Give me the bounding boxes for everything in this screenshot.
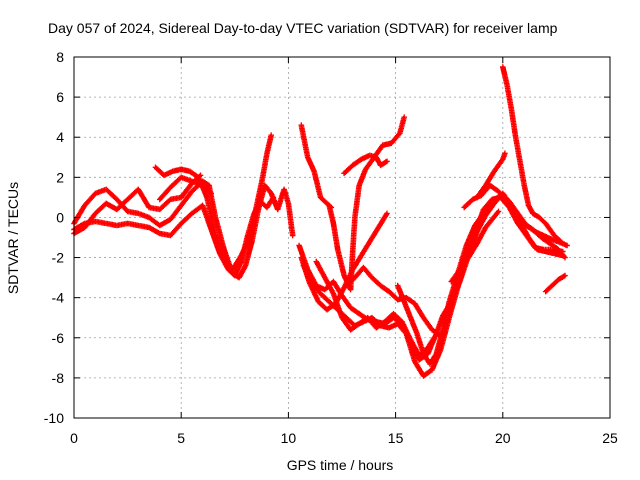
- x-tick-label: 15: [388, 430, 404, 446]
- series-track-18: [500, 64, 570, 249]
- data-marker-track: [474, 150, 508, 201]
- y-axis-label: SDTVAR / TECUs: [5, 182, 21, 294]
- x-tick-label: 5: [177, 430, 185, 446]
- series-track-5: [157, 174, 214, 203]
- series-track-16: [461, 182, 568, 261]
- series-track-11: [326, 114, 407, 293]
- y-tick-label: -2: [52, 250, 65, 266]
- y-tick-label: 4: [56, 129, 64, 145]
- series-track-6: [298, 122, 335, 211]
- series-track-12: [341, 152, 390, 177]
- y-tick-label: 0: [56, 209, 64, 225]
- x-tick-label: 20: [495, 430, 511, 446]
- y-tick-label: 8: [56, 49, 64, 65]
- data-marker-track: [341, 152, 390, 177]
- data-marker-track: [326, 114, 407, 293]
- y-tick-label: 6: [56, 89, 64, 105]
- data-marker-track: [157, 174, 214, 203]
- x-tick-label: 25: [602, 430, 618, 446]
- plot-frame: [73, 56, 611, 419]
- x-tick-label: 0: [70, 430, 78, 446]
- y-tick-label: -6: [52, 330, 65, 346]
- y-tick-label: 2: [56, 169, 64, 185]
- x-tick-label: 10: [281, 430, 297, 446]
- marks-layer: [71, 64, 570, 379]
- ticks-layer: 0 5 10 15 20 25 -10 -8 -6 -4 -2 0 2 4 6 8: [44, 49, 618, 446]
- data-marker-track: [448, 208, 502, 285]
- series-track-19: [542, 272, 568, 295]
- y-tick-label: -10: [44, 410, 64, 426]
- data-marker-track: [500, 64, 570, 249]
- data-marker-track: [461, 182, 568, 261]
- data-marker-track: [542, 272, 568, 295]
- x-axis-label: GPS time / hours: [287, 457, 394, 473]
- y-tick-label: -4: [52, 290, 65, 306]
- data-marker-track: [298, 122, 335, 211]
- y-tick-label: -8: [52, 370, 65, 386]
- series-track-17: [474, 150, 508, 201]
- chart-title: Day 057 of 2024, Sidereal Day-to-day VTE…: [48, 20, 558, 36]
- series-track-15: [448, 208, 502, 285]
